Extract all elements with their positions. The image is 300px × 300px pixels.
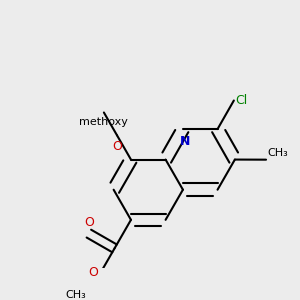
Text: CH₃: CH₃ [267,148,288,158]
Text: methoxy: methoxy [80,117,128,127]
Text: N: N [179,135,190,148]
Text: CH₃: CH₃ [65,290,86,300]
Text: O: O [112,140,122,153]
Text: O: O [88,266,98,279]
Text: Cl: Cl [236,94,248,107]
Text: O: O [84,217,94,230]
